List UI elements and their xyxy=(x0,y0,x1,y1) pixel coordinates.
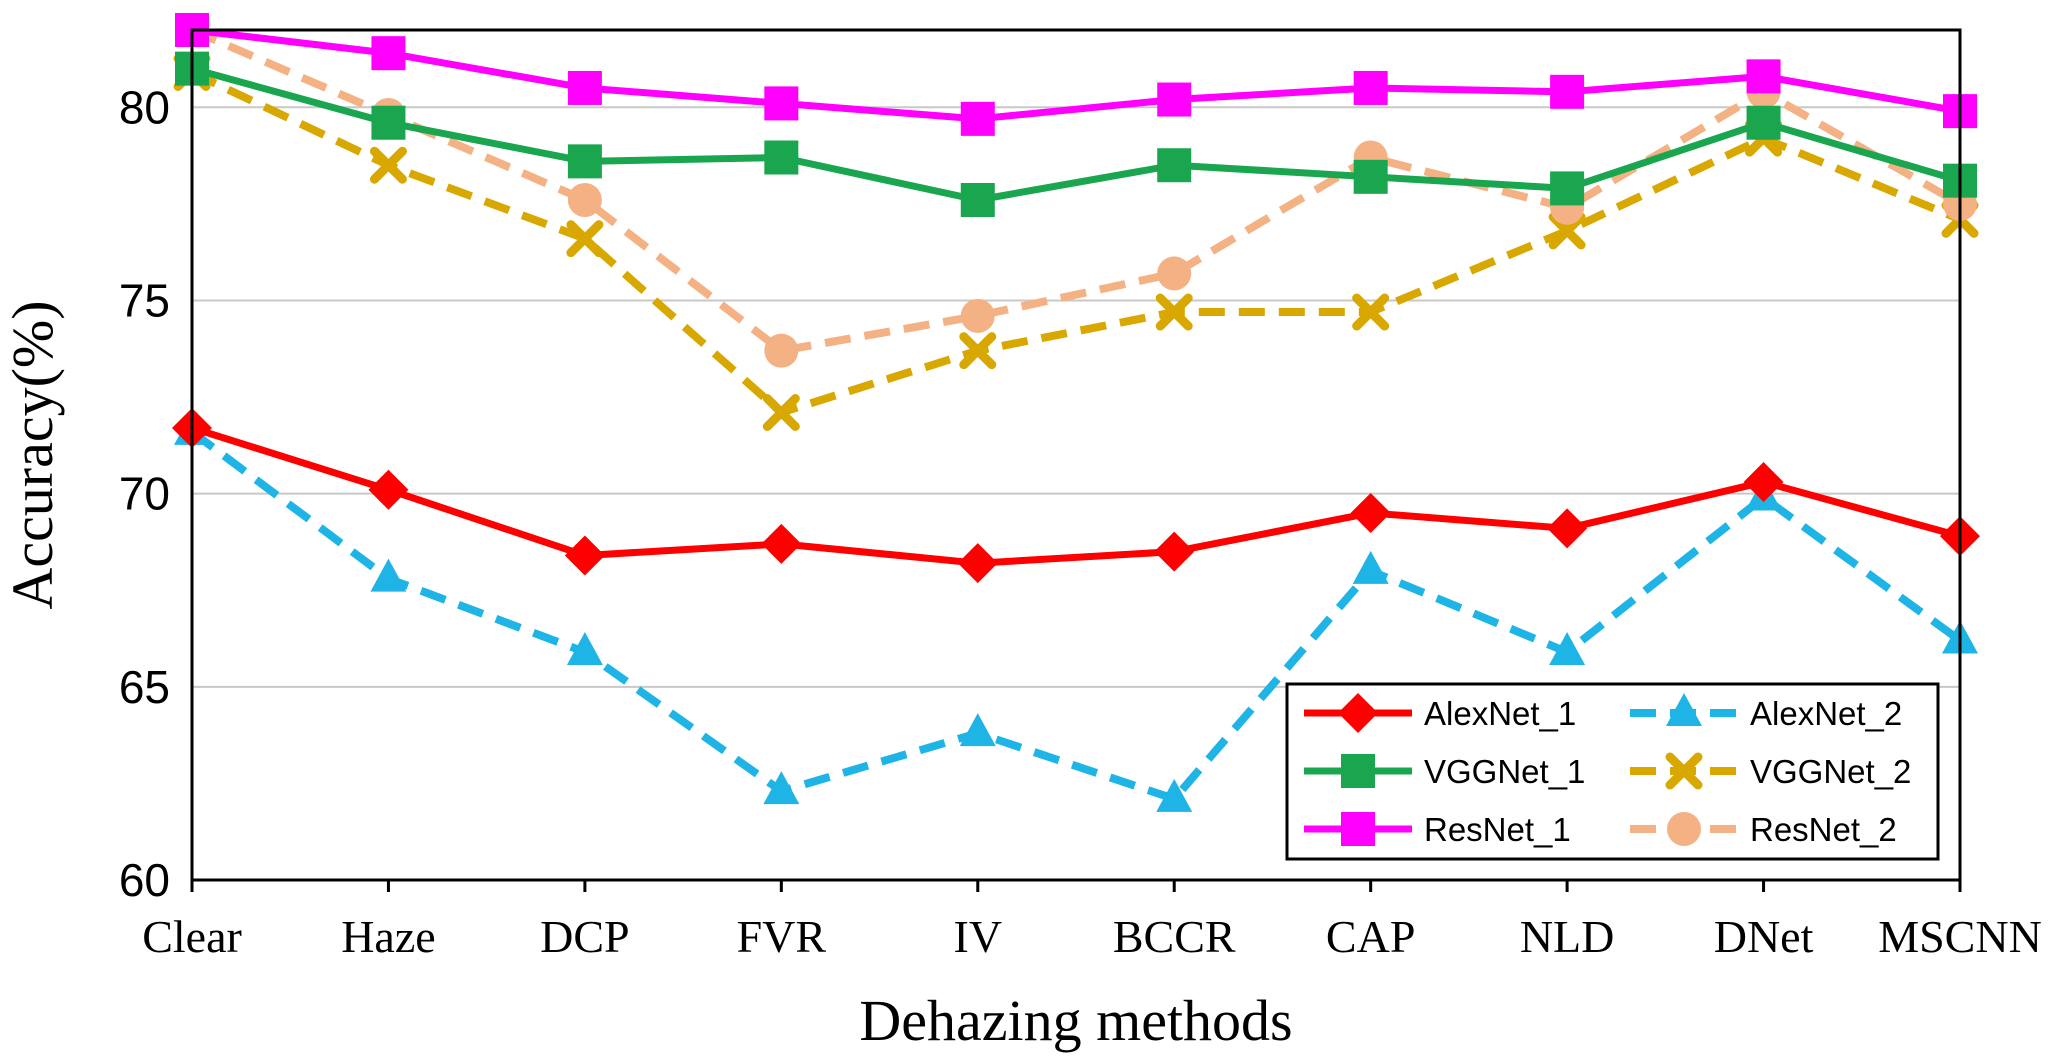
legend-swatch-marker xyxy=(1666,693,1702,726)
data-point-vggnet-1 xyxy=(1746,105,1781,140)
legend-item-vggnet-1: VGGNet_1 xyxy=(1304,753,1585,790)
data-point-vggnet-2 xyxy=(1155,293,1193,331)
y-axis-ticks: 60 65 70 75 80 xyxy=(119,81,170,906)
y-tick-label: 70 xyxy=(119,468,170,520)
x-tick-label: Haze xyxy=(341,911,435,962)
marker-stroke xyxy=(369,146,407,184)
legend-label: VGGNet_1 xyxy=(1424,753,1585,790)
series-line-alexnet-1 xyxy=(190,424,1961,567)
data-point-alexnet-1 xyxy=(1743,462,1784,503)
legend-item-alexnet-2: AlexNet_2 xyxy=(1630,693,1902,732)
data-point-vggnet-2 xyxy=(566,220,604,258)
data-point-resnet-1 xyxy=(1157,82,1192,117)
data-point-alexnet-1 xyxy=(368,469,409,510)
legend-swatch-marker xyxy=(1341,754,1375,788)
data-point-vggnet-2 xyxy=(959,332,997,370)
y-tick-label: 80 xyxy=(119,81,170,133)
data-point-resnet-2 xyxy=(1157,256,1192,291)
data-point-alexnet-1 xyxy=(761,523,802,564)
series-line-vggnet-2 xyxy=(190,68,1962,417)
data-point-alexnet-1 xyxy=(1547,508,1588,549)
x-tick-label: DCP xyxy=(540,911,629,962)
data-point-alexnet-1 xyxy=(564,535,605,576)
data-point-vggnet-2 xyxy=(369,146,407,184)
series-alexnet-1 xyxy=(172,407,1980,584)
marker-stroke xyxy=(1665,752,1703,790)
legend-label: ResNet_2 xyxy=(1750,811,1897,848)
y-tick-label: 60 xyxy=(119,854,170,906)
x-tick-label: BCCR xyxy=(1113,911,1236,962)
marker-stroke xyxy=(566,220,604,258)
legend-item-resnet-1: ResNet_1 xyxy=(1304,811,1571,848)
data-point-resnet-2 xyxy=(960,298,995,333)
legend-swatch-marker xyxy=(1341,812,1375,846)
legend-item-vggnet-2: VGGNet_2 xyxy=(1630,752,1911,790)
data-point-vggnet-1 xyxy=(960,183,995,217)
series-line-alexnet-2 xyxy=(189,428,1963,803)
data-point-resnet-1 xyxy=(371,36,406,71)
x-tick-label: CAP xyxy=(1326,911,1415,962)
data-point-resnet-2 xyxy=(764,333,799,368)
y-tick-label: 65 xyxy=(119,661,170,713)
data-point-vggnet-2 xyxy=(1352,293,1390,331)
data-point-resnet-1 xyxy=(1746,59,1781,94)
series-layer xyxy=(172,13,1980,812)
x-tick-label: DNet xyxy=(1714,911,1814,962)
legend-item-alexnet-1: AlexNet_1 xyxy=(1304,693,1576,733)
data-point-resnet-2 xyxy=(567,183,602,217)
series-alexnet-2 xyxy=(174,411,1978,812)
legend-item-resnet-2: ResNet_2 xyxy=(1630,811,1897,848)
legend-label: AlexNet_2 xyxy=(1750,695,1902,732)
data-point-alexnet-1 xyxy=(1154,531,1195,572)
legend-label: AlexNet_1 xyxy=(1424,695,1576,732)
y-axis-title: Accuracy(%) xyxy=(0,300,65,609)
legend-swatch-marker xyxy=(1338,693,1378,733)
data-point-vggnet-1 xyxy=(764,140,799,175)
x-tick-label: FVR xyxy=(737,911,827,962)
data-point-vggnet-1 xyxy=(1353,159,1388,194)
x-tick-label: MSCNN xyxy=(1878,911,2042,962)
marker-stroke xyxy=(1155,293,1193,331)
data-point-resnet-1 xyxy=(764,86,799,121)
y-tick-label: 75 xyxy=(119,274,170,326)
data-point-alexnet-2 xyxy=(763,771,800,805)
series-line-resnet-2 xyxy=(190,26,1962,355)
marker-stroke xyxy=(762,394,800,431)
data-point-vggnet-1 xyxy=(1157,148,1192,183)
legend-label: ResNet_1 xyxy=(1424,811,1571,848)
data-point-alexnet-1 xyxy=(957,543,998,584)
data-point-alexnet-2 xyxy=(370,558,407,592)
data-point-alexnet-2 xyxy=(566,632,603,666)
plot-area-frame xyxy=(190,28,1962,882)
data-point-resnet-1 xyxy=(960,101,995,136)
data-point-alexnet-1 xyxy=(1350,492,1391,533)
x-axis-title: Dehazing methods xyxy=(859,988,1292,1053)
data-point-resnet-1 xyxy=(1353,70,1388,105)
series-vggnet-2 xyxy=(173,54,1979,431)
legend-swatch-marker xyxy=(1667,812,1701,846)
data-point-vggnet-1 xyxy=(1550,171,1585,206)
series-vggnet-1 xyxy=(175,51,1977,217)
data-point-alexnet-2 xyxy=(959,713,996,747)
legend-label: VGGNet_2 xyxy=(1750,753,1911,790)
series-line-resnet-1 xyxy=(191,26,1961,123)
x-tick-label: Clear xyxy=(142,911,242,962)
data-point-vggnet-1 xyxy=(371,105,406,140)
data-point-resnet-1 xyxy=(567,70,602,105)
data-point-resnet-1 xyxy=(1550,74,1585,109)
data-point-vggnet-2 xyxy=(762,394,800,431)
marker-stroke xyxy=(1352,293,1390,331)
data-point-alexnet-2 xyxy=(1549,632,1586,666)
data-point-alexnet-2 xyxy=(1156,778,1193,812)
x-axis-ticks: Clear Haze DCP FVR IV BCCR CAP NLD DNet MSCNN xyxy=(142,880,2042,962)
legend: AlexNet_1 AlexNet_2 VGGNet_1 VGGNet_2 ResNet… xyxy=(1285,682,1940,861)
x-tick-label: NLD xyxy=(1520,911,1615,962)
marker-stroke xyxy=(959,332,997,370)
legend-swatch-marker xyxy=(1665,752,1703,790)
data-point-alexnet-2 xyxy=(1352,550,1389,584)
x-tick-label: IV xyxy=(954,911,1003,962)
data-point-vggnet-1 xyxy=(567,144,602,179)
series-line-vggnet-1 xyxy=(191,65,1961,204)
